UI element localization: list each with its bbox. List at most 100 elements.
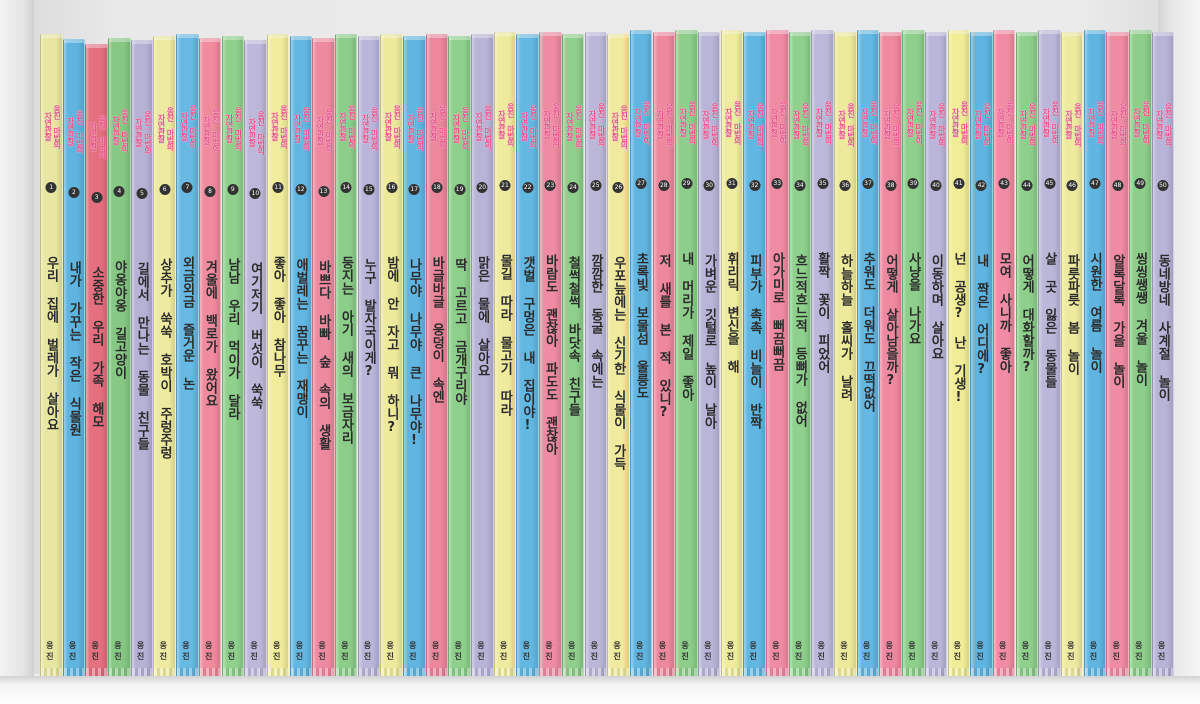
series-logo: 웅진 마법의 자연관찰 bbox=[678, 100, 697, 144]
book-spine: 웅진 마법의 자연관찰 12 애벌레는 꿈꾸는 재맹이 웅진 bbox=[289, 36, 313, 684]
book-spine: 웅진 마법의 자연관찰 42 내 짝은 어디에? 웅진 bbox=[970, 32, 993, 684]
publisher-label: 웅진 bbox=[318, 641, 326, 661]
volume-number: 37 bbox=[862, 178, 874, 189]
publisher-label: 웅진 bbox=[114, 641, 122, 661]
series-logo: 웅진 마법의 자연관찰 bbox=[338, 104, 357, 148]
publisher-label: 웅진 bbox=[227, 641, 235, 661]
series-logo: 웅진 마법의 자연관찰 bbox=[1019, 102, 1038, 146]
book-spine: 웅진 마법의 자연관찰 20 맑은 물에 살아요 웅진 bbox=[471, 34, 494, 684]
book-top-edge bbox=[1084, 30, 1106, 34]
book-spine: 웅진 마법의 자연관찰 14 둥지는 아기 새의 보금자리 웅진 bbox=[334, 34, 358, 684]
book-top-edge bbox=[925, 32, 947, 36]
book-top-edge bbox=[86, 44, 107, 48]
book-title: 하늘하늘 홀씨가 날려 bbox=[837, 254, 853, 401]
publisher-label: 웅진 bbox=[182, 641, 190, 661]
series-logo: 웅진 마법의 자연관찰 bbox=[1109, 102, 1128, 146]
book-title: 둥지는 아기 새의 보금자리 bbox=[338, 256, 354, 444]
publisher-label: 웅진 bbox=[658, 641, 666, 661]
book-top-edge bbox=[426, 34, 448, 38]
book-top-edge bbox=[903, 30, 924, 34]
book-top-edge bbox=[540, 32, 561, 36]
volume-number: 5 bbox=[136, 188, 148, 199]
book-title: 우리 집에 벌레가 살아요 bbox=[43, 256, 59, 431]
series-logo: 웅진 마법의 자연관찰 bbox=[928, 102, 947, 146]
book-spine: 웅진 마법의 자연관찰 30 가벼운 깃털로 높이 날아 웅진 bbox=[697, 32, 721, 684]
book-top-edge bbox=[1130, 30, 1151, 34]
volume-number: 43 bbox=[998, 178, 1010, 189]
book-spine: 웅진 마법의 자연관찰 3 소중한 우리 가족 해모 웅진 bbox=[85, 44, 108, 684]
series-logo: 웅진 마법의 자연관찰 bbox=[633, 100, 652, 144]
volume-number: 42 bbox=[975, 180, 987, 191]
series-logo: 웅진 마법의 자연관찰 bbox=[610, 104, 629, 148]
volume-number: 9 bbox=[227, 184, 239, 195]
series-logo: 웅진 마법의 자연관찰 bbox=[519, 104, 538, 148]
book-spine: 웅진 마법의 자연관찰 48 알록달록 가을 놀이 웅진 bbox=[1106, 32, 1129, 684]
volume-number: 28 bbox=[658, 180, 670, 191]
series-logo: 웅진 마법의 자연관찰 bbox=[361, 106, 380, 150]
book-spine: 웅진 마법의 자연관찰 39 사냥을 나가요 웅진 bbox=[902, 30, 925, 684]
book-top-edge bbox=[449, 36, 470, 40]
book-top-edge bbox=[857, 30, 879, 34]
book-spine: 웅진 마법의 자연관찰 5 길에서 만나는 동물 친구들 웅진 bbox=[130, 40, 154, 684]
volume-number: 32 bbox=[749, 180, 761, 191]
book-title: 피부가 촉촉 비늘이 반짝 bbox=[746, 254, 762, 429]
book-top-edge bbox=[562, 34, 584, 38]
book-spine: 웅진 마법의 자연관찰 47 시원한 여름 놀이 웅진 bbox=[1083, 30, 1107, 684]
book-top-edge bbox=[1107, 32, 1128, 36]
book-top-edge bbox=[267, 34, 289, 38]
series-logo: 웅진 마법의 자연관찰 bbox=[202, 108, 221, 152]
book-spine: 웅진 마법의 자연관찰 16 밤에 안 자고 뭐 하니? 웅진 bbox=[380, 34, 403, 684]
publisher-label: 웅진 bbox=[999, 641, 1006, 661]
publisher-label: 웅진 bbox=[726, 641, 734, 661]
book-title: 나무야 나무야 큰 나무야! bbox=[406, 258, 422, 448]
volume-number: 45 bbox=[1044, 178, 1055, 189]
book-title: 활짝 꽃이 피었어 bbox=[814, 252, 830, 373]
book-top-edge bbox=[313, 38, 334, 42]
book-title: 넌 공생? 난 기생! bbox=[951, 252, 966, 405]
publisher-label: 웅진 bbox=[749, 641, 757, 661]
publisher-label: 웅진 bbox=[1067, 641, 1074, 661]
volume-number: 25 bbox=[590, 180, 602, 191]
publisher-label: 웅진 bbox=[204, 641, 212, 661]
publisher-label: 웅진 bbox=[772, 641, 779, 661]
book-spine: 웅진 마법의 자연관찰 40 이동하며 살아요 웅진 bbox=[924, 32, 948, 684]
volume-number: 10 bbox=[249, 188, 261, 199]
book-spine: 웅진 마법의 자연관찰 43 모여 사니까 좋아 웅진 bbox=[992, 30, 1016, 684]
publisher-label: 웅진 bbox=[386, 641, 394, 661]
series-logo: 웅진 마법의 자연관찰 bbox=[406, 106, 425, 150]
publisher-label: 웅진 bbox=[567, 641, 575, 661]
book-title: 동네방네 사계절 놀이 bbox=[1155, 254, 1171, 401]
book-spine: 웅진 마법의 자연관찰 34 흐느적흐느적 등뼈가 없어 웅진 bbox=[788, 32, 812, 684]
publisher-label: 웅진 bbox=[976, 641, 984, 661]
book-title: 바쁘다 바빠 숲 속의 생활 bbox=[315, 260, 331, 450]
series-logo: 웅진 마법의 자연관찰 bbox=[882, 102, 901, 146]
book-top-edge bbox=[585, 32, 606, 36]
book-top-edge bbox=[154, 36, 175, 40]
publisher-label: 웅진 bbox=[273, 641, 280, 661]
series-logo: 웅진 마법의 자연관찰 bbox=[951, 100, 969, 144]
series-logo: 웅진 마법의 자연관찰 bbox=[1041, 100, 1060, 144]
book-top-edge bbox=[948, 30, 969, 34]
publisher-label: 웅진 bbox=[454, 641, 462, 661]
book-title: 맑은 물에 살아요 bbox=[474, 256, 490, 377]
book-spine: 웅진 마법의 자연관찰 37 추워도 더워도 끄떡없어 웅진 bbox=[856, 30, 880, 684]
series-logo: 웅진 마법의 자연관찰 bbox=[156, 106, 175, 150]
book-top-edge bbox=[494, 32, 516, 36]
publisher-label: 웅진 bbox=[159, 641, 167, 661]
series-logo: 웅진 마법의 자연관찰 bbox=[701, 102, 720, 146]
series-logo: 웅진 마법의 자연관찰 bbox=[792, 102, 811, 146]
volume-number: 21 bbox=[499, 180, 511, 191]
volume-number: 27 bbox=[635, 178, 647, 189]
volume-number: 29 bbox=[681, 178, 692, 189]
book-title: 남남 우리 먹이가 달라 bbox=[225, 258, 240, 420]
publisher-label: 웅진 bbox=[136, 641, 144, 661]
book-top-edge bbox=[653, 32, 675, 36]
book-spine: 웅진 마법의 자연관찰 33 아가미로 뻐끔뻐끔 웅진 bbox=[766, 30, 789, 684]
series-logo: 웅진 마법의 자연관찰 bbox=[769, 100, 788, 144]
book-title: 바글바글 웅덩이 속엔 bbox=[429, 256, 445, 403]
book-top-edge bbox=[1016, 32, 1038, 36]
book-top-edge bbox=[358, 36, 380, 40]
book-spine: 웅진 마법의 자연관찰 26 우포늪에는 신기한 식물이 가득 웅진 bbox=[607, 34, 630, 684]
book-top-edge bbox=[41, 34, 62, 38]
